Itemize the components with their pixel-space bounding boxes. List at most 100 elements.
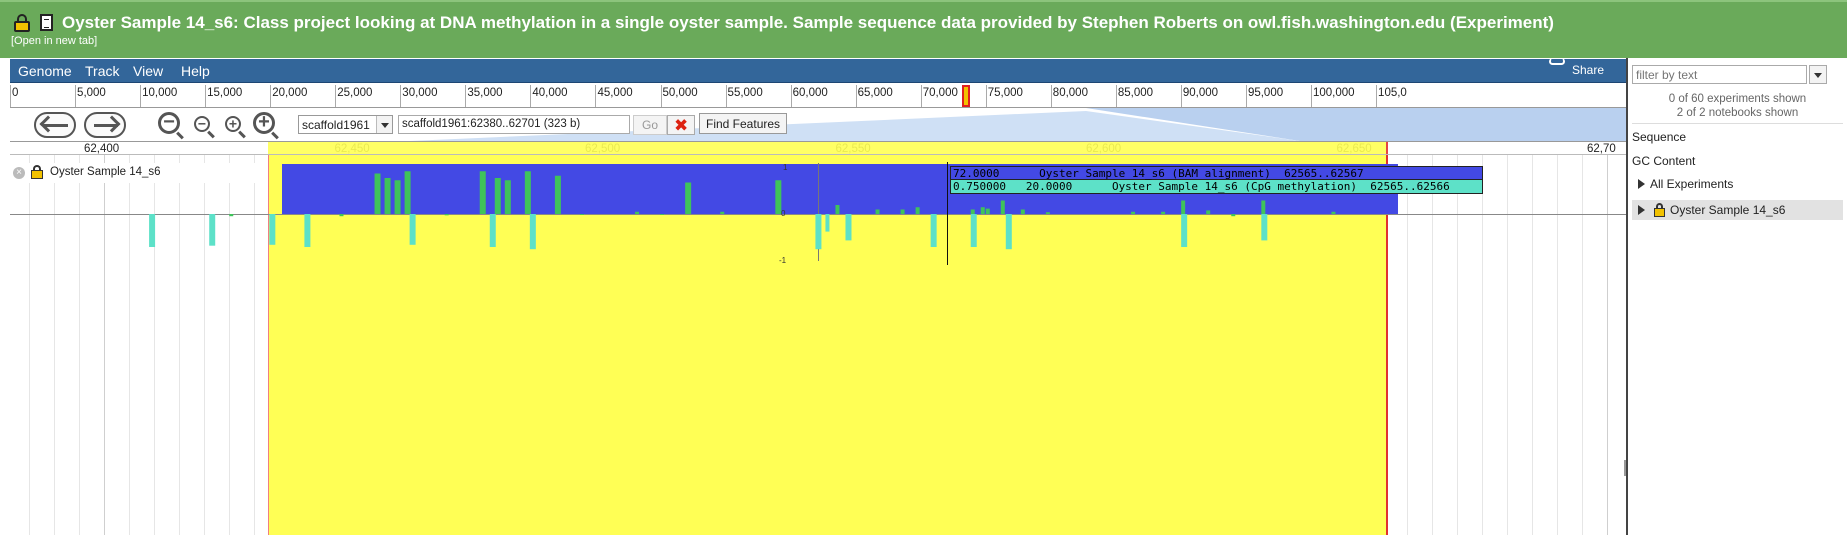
grid-line <box>53 141 55 535</box>
methylation-bar[interactable] <box>930 214 937 247</box>
overview-location-marker[interactable] <box>962 85 970 107</box>
methylation-bar[interactable] <box>970 209 975 215</box>
methylation-bar[interactable] <box>1000 200 1005 215</box>
methylation-bar[interactable] <box>980 207 985 214</box>
methylation-bar[interactable] <box>720 211 725 214</box>
grid-line <box>179 141 181 535</box>
overview-ruler[interactable]: 0 5,000 10,000 15,000 20,000 25,000 30,000 35,0… <box>10 85 1626 108</box>
methylation-bar[interactable] <box>825 214 830 232</box>
menu-track[interactable]: Track <box>85 63 120 79</box>
share-icon <box>1549 58 1565 65</box>
methylation-bar[interactable] <box>504 180 511 214</box>
methylation-bar[interactable] <box>394 180 401 214</box>
zoom-out-icon[interactable]: − <box>194 116 210 132</box>
methylation-bar[interactable] <box>524 171 531 214</box>
methylation-bar[interactable] <box>1261 200 1266 215</box>
track-label[interactable]: × Oyster Sample 14_s6 <box>10 163 268 183</box>
panel-divider[interactable] <box>1626 58 1628 535</box>
methylation-bar[interactable] <box>1045 212 1050 214</box>
share-button[interactable]: Share <box>1572 63 1605 77</box>
methylation-bar[interactable] <box>494 178 501 214</box>
scale-highlight <box>268 142 1388 154</box>
tree-item-all-experiments[interactable]: All Experiments <box>1632 174 1843 194</box>
overview-tick-label: 0 <box>12 87 19 99</box>
pan-left-button[interactable] <box>34 112 76 138</box>
go-button[interactable]: Go <box>633 115 668 135</box>
methylation-bar[interactable] <box>149 214 156 247</box>
overview-tick-label: 25,000 <box>337 87 373 99</box>
methylation-bar[interactable] <box>1181 214 1188 247</box>
methylation-bar[interactable] <box>409 214 416 245</box>
methylation-bar[interactable] <box>339 214 344 217</box>
zoom-in-icon[interactable]: + <box>225 116 241 132</box>
track-view[interactable]: 62,40062,45062,50062,55062,60062,65062,7… <box>10 141 1626 535</box>
methylation-bar[interactable] <box>685 182 692 215</box>
methylation-bar[interactable] <box>775 180 782 214</box>
methylation-bar[interactable] <box>835 205 840 214</box>
methylation-bar[interactable] <box>915 207 920 214</box>
overview-tick-line <box>335 85 337 107</box>
methylation-bar[interactable] <box>635 211 640 214</box>
methylation-bar[interactable] <box>970 214 977 247</box>
overview-tick-label: 30,000 <box>402 87 438 99</box>
methylation-bar[interactable] <box>1020 209 1025 215</box>
methylation-bar[interactable] <box>404 171 411 214</box>
expand-triangle-icon[interactable] <box>1638 205 1645 215</box>
methylation-bar[interactable] <box>269 214 276 245</box>
methylation-bar[interactable] <box>304 214 311 247</box>
scroll-handle[interactable] <box>1624 460 1626 476</box>
clear-highlight-button[interactable]: ✖ <box>667 115 695 135</box>
menu-help[interactable]: Help <box>181 63 210 79</box>
methylation-bar[interactable] <box>579 214 584 215</box>
methylation-bar[interactable] <box>444 214 449 216</box>
methylation-bar[interactable] <box>209 214 216 246</box>
filter-input[interactable] <box>1632 65 1807 84</box>
methylation-bar[interactable] <box>489 214 496 247</box>
methylation-bar[interactable] <box>479 171 486 214</box>
methylation-bar[interactable] <box>1231 214 1236 217</box>
chevron-down-icon <box>376 116 392 133</box>
zoom-out-more-icon[interactable]: − <box>158 112 180 134</box>
overview-tick-label: 45,000 <box>597 87 633 99</box>
navigation-toolbar: − − + + scaffold1961 scaffold1961:62380.… <box>10 108 1626 141</box>
expand-triangle-icon[interactable] <box>1638 179 1645 189</box>
methylation-bar[interactable] <box>554 175 561 214</box>
methylation-bar[interactable] <box>384 178 391 214</box>
methylation-bar[interactable] <box>229 214 234 217</box>
title-bar: Oyster Sample 14_s6: Class project looki… <box>0 0 1847 58</box>
find-features-button[interactable]: Find Features <box>699 113 788 134</box>
location-input[interactable]: scaffold1961:62380..62701 (323 b) <box>398 115 630 134</box>
overview-tick-label: 65,000 <box>857 87 893 99</box>
overview-tick-label: 105,0 <box>1378 87 1407 99</box>
methylation-bar[interactable] <box>1206 210 1211 214</box>
methylation-bar[interactable] <box>875 209 880 215</box>
filter-dropdown-button[interactable] <box>1809 65 1827 84</box>
methylation-bar[interactable] <box>815 214 822 250</box>
pan-right-button[interactable] <box>84 112 126 138</box>
open-new-tab-link[interactable]: [Open in new tab] <box>11 35 98 47</box>
menu-view[interactable]: View <box>133 63 164 79</box>
methylation-bar[interactable] <box>900 209 905 215</box>
methylation-bar[interactable] <box>1261 214 1268 241</box>
gc-content-track-item[interactable]: GC Content <box>1632 154 1696 168</box>
overview-tick-line <box>1115 85 1117 107</box>
methylation-bar[interactable] <box>1331 211 1336 214</box>
tree-item-oyster-sample[interactable]: Oyster Sample 14_s6 <box>1632 200 1843 220</box>
close-icon: ✖ <box>674 116 689 135</box>
methylation-bar[interactable] <box>1005 214 1012 250</box>
methylation-bar[interactable] <box>1181 200 1186 215</box>
sequence-track-item[interactable]: Sequence <box>1632 130 1687 144</box>
zoom-in-more-icon[interactable]: + <box>253 112 275 134</box>
methylation-bar[interactable] <box>529 214 536 250</box>
overview-tick-label: 95,000 <box>1247 87 1284 99</box>
methylation-bar[interactable] <box>660 214 665 215</box>
menu-genome[interactable]: Genome <box>18 63 72 79</box>
grid-line <box>229 141 231 535</box>
reference-sequence-select[interactable]: scaffold1961 <box>298 115 393 134</box>
methylation-bar[interactable] <box>985 208 990 214</box>
methylation-bar[interactable] <box>374 173 381 215</box>
methylation-bar[interactable] <box>1131 211 1136 214</box>
methylation-bar[interactable] <box>845 214 852 241</box>
methylation-bar[interactable] <box>1161 211 1166 214</box>
close-track-icon[interactable]: × <box>13 167 25 179</box>
